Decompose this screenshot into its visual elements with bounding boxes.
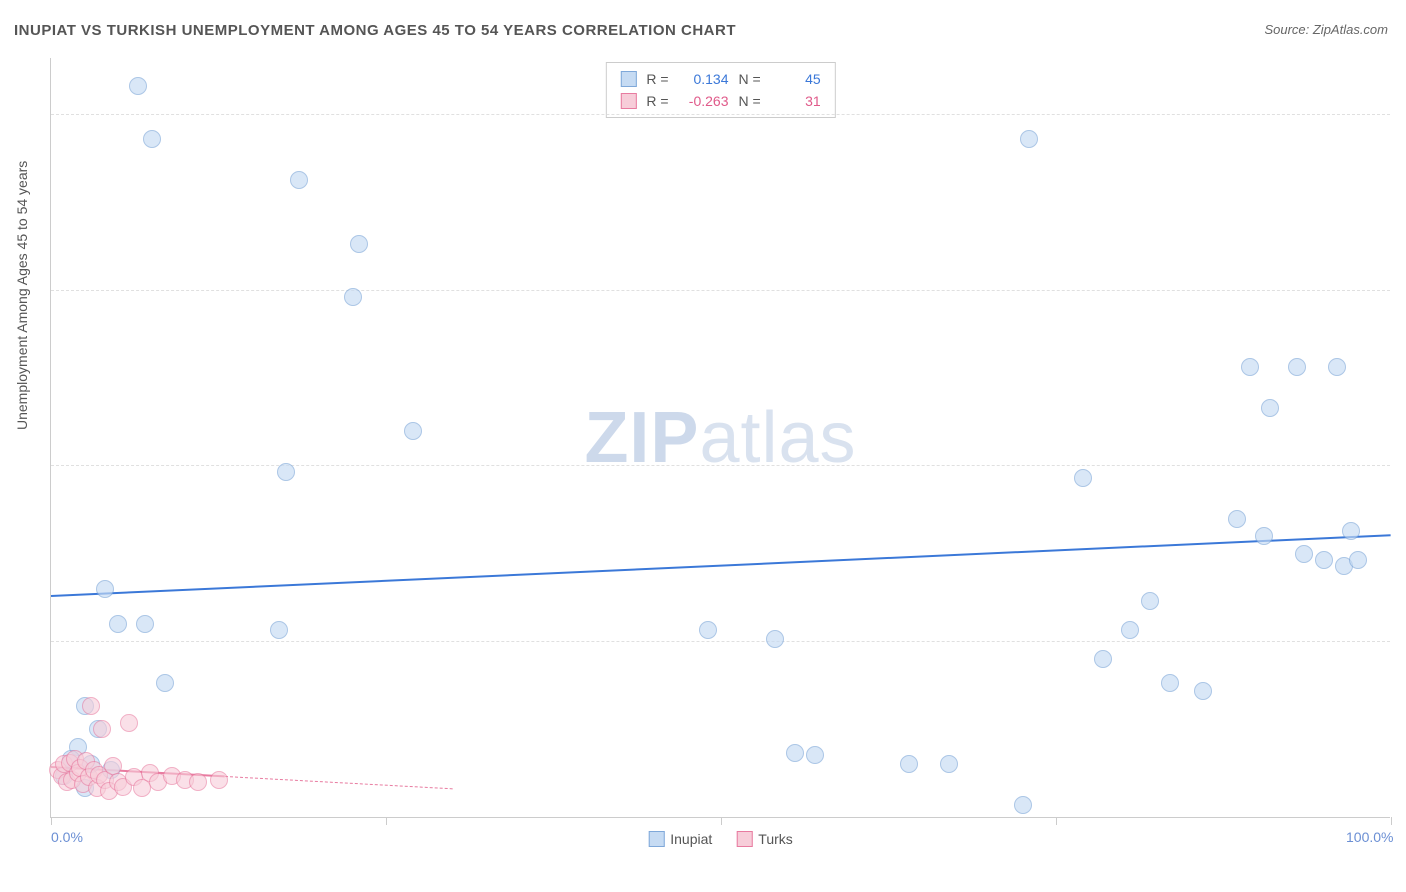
swatch-inupiat: [620, 71, 636, 87]
data-point-inupiat: [96, 580, 114, 598]
x-tick-label: 0.0%: [51, 829, 83, 845]
data-point-inupiat: [270, 621, 288, 639]
x-tick: [51, 817, 52, 825]
data-point-inupiat: [1141, 592, 1159, 610]
data-point-inupiat: [1228, 510, 1246, 528]
y-tick-label: 60.0%: [1395, 107, 1406, 123]
data-point-inupiat: [766, 630, 784, 648]
data-point-inupiat: [109, 615, 127, 633]
y-tick-label: 45.0%: [1395, 283, 1406, 299]
x-tick-label: 100.0%: [1346, 829, 1393, 845]
n-value-inupiat: 45: [771, 68, 821, 90]
trendline: [51, 534, 1391, 597]
data-point-inupiat: [1121, 621, 1139, 639]
data-point-inupiat: [1349, 551, 1367, 569]
data-point-inupiat: [1194, 682, 1212, 700]
data-point-turks: [93, 720, 111, 738]
swatch-turks: [620, 93, 636, 109]
r-value-turks: -0.263: [679, 90, 729, 112]
data-point-inupiat: [129, 77, 147, 95]
r-label: R =: [646, 90, 668, 112]
data-point-turks: [104, 757, 122, 775]
data-point-inupiat: [940, 755, 958, 773]
legend-label-turks: Turks: [758, 831, 792, 847]
data-point-turks: [210, 771, 228, 789]
x-tick: [386, 817, 387, 825]
data-point-inupiat: [1014, 796, 1032, 814]
source-prefix: Source:: [1264, 22, 1312, 37]
gridline: [51, 641, 1390, 642]
data-point-inupiat: [1241, 358, 1259, 376]
data-point-inupiat: [156, 674, 174, 692]
y-axis-label: Unemployment Among Ages 45 to 54 years: [14, 161, 30, 430]
scatter-plot-area: ZIPatlas R = 0.134 N = 45 R = -0.263 N =…: [50, 58, 1390, 818]
y-tick-label: 15.0%: [1395, 634, 1406, 650]
trendline-extrapolated: [225, 776, 453, 789]
data-point-inupiat: [290, 171, 308, 189]
data-point-turks: [120, 714, 138, 732]
data-point-turks: [189, 773, 207, 791]
data-point-inupiat: [900, 755, 918, 773]
x-tick: [721, 817, 722, 825]
source-name: ZipAtlas.com: [1313, 22, 1388, 37]
n-label: N =: [739, 68, 761, 90]
data-point-inupiat: [277, 463, 295, 481]
n-value-turks: 31: [771, 90, 821, 112]
gridline: [51, 465, 1390, 466]
data-point-inupiat: [1295, 545, 1313, 563]
x-tick: [1056, 817, 1057, 825]
chart-title: INUPIAT VS TURKISH UNEMPLOYMENT AMONG AG…: [14, 22, 736, 39]
data-point-inupiat: [350, 235, 368, 253]
data-point-inupiat: [1261, 399, 1279, 417]
r-value-inupiat: 0.134: [679, 68, 729, 90]
data-point-inupiat: [1288, 358, 1306, 376]
source-attribution: Source: ZipAtlas.com: [1264, 22, 1388, 37]
data-point-inupiat: [699, 621, 717, 639]
data-point-inupiat: [806, 746, 824, 764]
data-point-inupiat: [1074, 469, 1092, 487]
data-point-inupiat: [1255, 527, 1273, 545]
correlation-stats-box: R = 0.134 N = 45 R = -0.263 N = 31: [605, 62, 835, 118]
n-label: N =: [739, 90, 761, 112]
legend-item-turks: Turks: [736, 831, 792, 847]
legend-label-inupiat: Inupiat: [670, 831, 712, 847]
x-tick: [1391, 817, 1392, 825]
swatch-inupiat: [648, 831, 664, 847]
data-point-inupiat: [1328, 358, 1346, 376]
legend: Inupiat Turks: [648, 831, 793, 847]
data-point-inupiat: [786, 744, 804, 762]
data-point-inupiat: [1094, 650, 1112, 668]
y-tick-label: 30.0%: [1395, 458, 1406, 474]
data-point-inupiat: [1315, 551, 1333, 569]
data-point-inupiat: [136, 615, 154, 633]
legend-item-inupiat: Inupiat: [648, 831, 712, 847]
data-point-inupiat: [404, 422, 422, 440]
data-point-inupiat: [1020, 130, 1038, 148]
data-point-inupiat: [1342, 522, 1360, 540]
data-point-turks: [82, 697, 100, 715]
gridline: [51, 290, 1390, 291]
stats-row-inupiat: R = 0.134 N = 45: [620, 68, 820, 90]
gridline: [51, 114, 1390, 115]
swatch-turks: [736, 831, 752, 847]
r-label: R =: [646, 68, 668, 90]
stats-row-turks: R = -0.263 N = 31: [620, 90, 820, 112]
data-point-inupiat: [344, 288, 362, 306]
data-point-inupiat: [1161, 674, 1179, 692]
data-point-inupiat: [143, 130, 161, 148]
